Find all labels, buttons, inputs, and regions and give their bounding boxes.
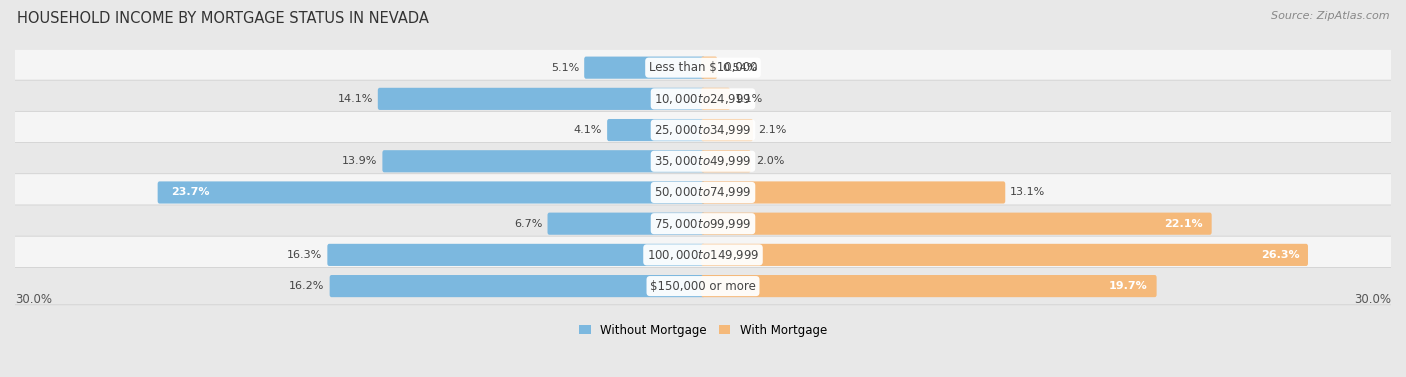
- FancyBboxPatch shape: [4, 174, 1402, 211]
- FancyBboxPatch shape: [382, 150, 704, 172]
- FancyBboxPatch shape: [378, 88, 704, 110]
- Text: $100,000 to $149,999: $100,000 to $149,999: [647, 248, 759, 262]
- Text: 0.54%: 0.54%: [723, 63, 758, 73]
- FancyBboxPatch shape: [4, 111, 1402, 149]
- FancyBboxPatch shape: [329, 275, 704, 297]
- FancyBboxPatch shape: [4, 267, 1402, 305]
- Text: 4.1%: 4.1%: [574, 125, 602, 135]
- Text: 19.7%: 19.7%: [1109, 281, 1147, 291]
- Text: 16.2%: 16.2%: [290, 281, 325, 291]
- Text: 13.1%: 13.1%: [1011, 187, 1046, 198]
- FancyBboxPatch shape: [702, 275, 1157, 297]
- FancyBboxPatch shape: [4, 143, 1402, 180]
- Text: 2.0%: 2.0%: [756, 156, 785, 166]
- FancyBboxPatch shape: [585, 57, 704, 79]
- FancyBboxPatch shape: [4, 80, 1402, 118]
- Text: 30.0%: 30.0%: [15, 293, 52, 306]
- FancyBboxPatch shape: [328, 244, 704, 266]
- Text: $10,000 to $24,999: $10,000 to $24,999: [654, 92, 752, 106]
- FancyBboxPatch shape: [157, 181, 704, 204]
- Text: $75,000 to $99,999: $75,000 to $99,999: [654, 217, 752, 231]
- Text: $35,000 to $49,999: $35,000 to $49,999: [654, 154, 752, 168]
- Text: HOUSEHOLD INCOME BY MORTGAGE STATUS IN NEVADA: HOUSEHOLD INCOME BY MORTGAGE STATUS IN N…: [17, 11, 429, 26]
- Text: 22.1%: 22.1%: [1164, 219, 1204, 229]
- Legend: Without Mortgage, With Mortgage: Without Mortgage, With Mortgage: [574, 319, 832, 342]
- Text: 13.9%: 13.9%: [342, 156, 377, 166]
- Text: $50,000 to $74,999: $50,000 to $74,999: [654, 185, 752, 199]
- Text: 2.1%: 2.1%: [758, 125, 786, 135]
- FancyBboxPatch shape: [702, 57, 717, 79]
- Text: 5.1%: 5.1%: [551, 63, 579, 73]
- Text: $150,000 or more: $150,000 or more: [650, 280, 756, 293]
- FancyBboxPatch shape: [547, 213, 704, 235]
- FancyBboxPatch shape: [4, 205, 1402, 242]
- FancyBboxPatch shape: [702, 181, 1005, 204]
- FancyBboxPatch shape: [607, 119, 704, 141]
- Text: 6.7%: 6.7%: [515, 219, 543, 229]
- FancyBboxPatch shape: [702, 244, 1308, 266]
- Text: $25,000 to $34,999: $25,000 to $34,999: [654, 123, 752, 137]
- Text: Source: ZipAtlas.com: Source: ZipAtlas.com: [1271, 11, 1389, 21]
- Text: 1.1%: 1.1%: [735, 94, 763, 104]
- FancyBboxPatch shape: [4, 236, 1402, 274]
- FancyBboxPatch shape: [4, 49, 1402, 86]
- Text: 23.7%: 23.7%: [172, 187, 209, 198]
- Text: 30.0%: 30.0%: [1354, 293, 1391, 306]
- FancyBboxPatch shape: [702, 88, 730, 110]
- Text: 26.3%: 26.3%: [1261, 250, 1299, 260]
- FancyBboxPatch shape: [702, 119, 754, 141]
- Text: 14.1%: 14.1%: [337, 94, 373, 104]
- FancyBboxPatch shape: [702, 213, 1212, 235]
- FancyBboxPatch shape: [702, 150, 751, 172]
- Text: Less than $10,000: Less than $10,000: [648, 61, 758, 74]
- Text: 16.3%: 16.3%: [287, 250, 322, 260]
